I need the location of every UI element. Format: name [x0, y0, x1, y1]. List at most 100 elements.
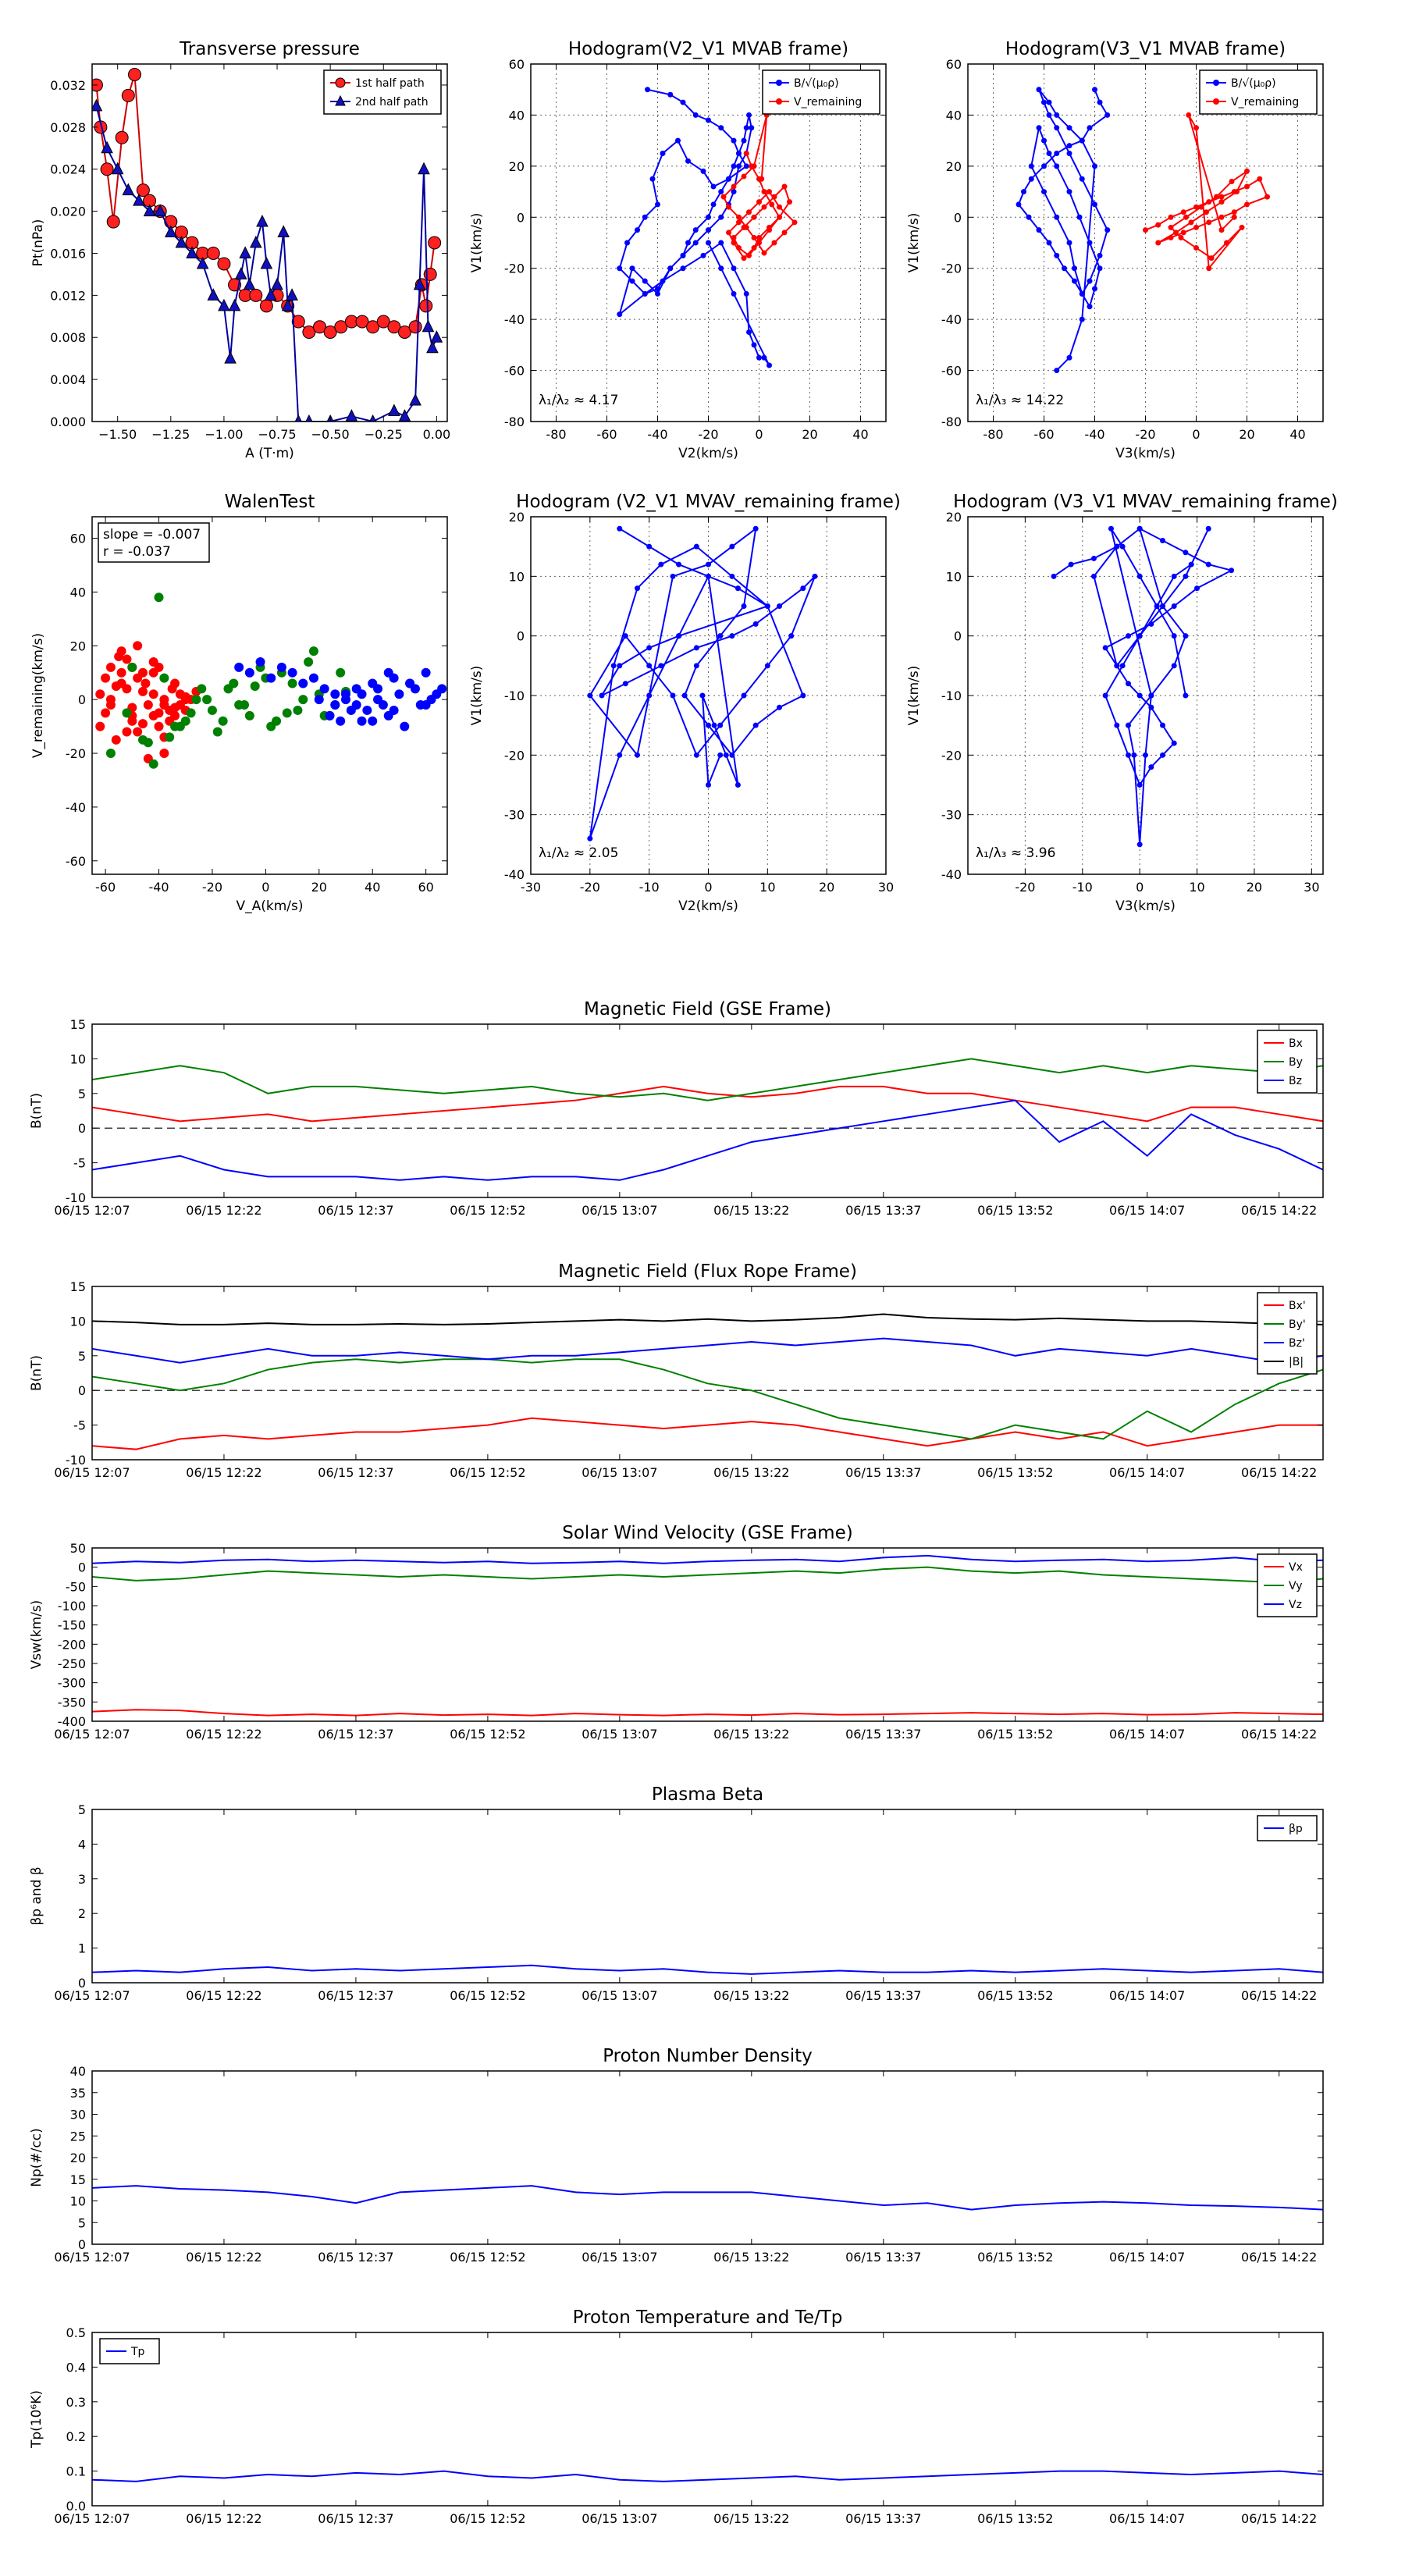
data-point: [1114, 722, 1120, 728]
x-tick-label: 06/15 13:22: [713, 1203, 789, 1218]
data-point: [743, 224, 749, 230]
data-point: [645, 87, 650, 93]
data-point: [746, 252, 752, 258]
series-line-V_remaining: [1145, 114, 1268, 271]
y-tick-label: 5: [78, 1087, 86, 1101]
data-point: [726, 204, 731, 210]
x-tick-label: 06/15 13:52: [977, 1988, 1053, 2003]
data-point: [1160, 722, 1166, 728]
y-tick-label: -150: [58, 1618, 86, 1633]
data-point: [202, 695, 212, 705]
data-point: [617, 663, 623, 669]
x-tick-label: 20: [1239, 427, 1254, 442]
data-point: [432, 689, 442, 699]
y-tick-label: 10: [70, 1314, 86, 1329]
data-point: [681, 692, 688, 699]
y-tick-label: -60: [504, 364, 525, 379]
x-tick-label: −0.75: [258, 427, 297, 442]
data-point: [345, 409, 358, 422]
legend-entry: B/√(μ₀ρ): [794, 77, 839, 90]
data-point: [282, 708, 292, 718]
y-tick-label: 20: [946, 510, 962, 525]
data-point: [398, 326, 412, 339]
data-point: [1066, 189, 1072, 195]
y-tick-label: 20: [946, 159, 962, 174]
data-point: [421, 667, 431, 678]
data-point: [1171, 603, 1177, 609]
x-tick-label: 06/15 13:22: [713, 1465, 789, 1480]
chart-title: Hodogram(V3_V1 MVAB frame): [1005, 39, 1286, 59]
x-tick-label: 0: [1136, 880, 1144, 895]
y-tick-label: 10: [946, 569, 962, 584]
x-tick-label: 06/15 12:22: [186, 1988, 261, 2003]
y-tick-label: 10: [70, 1051, 86, 1066]
x-tick-label: -60: [596, 427, 617, 442]
data-point: [1148, 704, 1154, 710]
data-point: [717, 752, 724, 758]
data-point: [1076, 214, 1083, 220]
data-point: [743, 151, 749, 156]
data-point: [622, 681, 628, 687]
data-point: [756, 354, 762, 361]
data-point: [752, 525, 759, 532]
data-point: [1087, 278, 1093, 284]
y-tick-label: 0: [78, 1383, 86, 1398]
y-tick-label: -300: [58, 1676, 86, 1691]
chart-hodogram-v2v1-mvab: Hodogram(V2_V1 MVAB frame) -80 -60 -40 -20 0 2…: [469, 39, 887, 461]
x-tick-label: -20: [698, 427, 718, 442]
data-point: [1090, 555, 1097, 561]
data-point: [1136, 782, 1143, 788]
data-point: [667, 265, 674, 272]
data-point: [355, 315, 369, 329]
legend-entry: Vx: [1289, 1561, 1303, 1574]
x-tick-label: 40: [365, 880, 380, 895]
data-point: [1168, 224, 1174, 230]
data-point: [148, 689, 158, 699]
data-point: [741, 137, 747, 144]
data-point: [369, 414, 377, 422]
chart-proton-density: Proton Number Density 06/15 12:07 06/15 12…: [29, 2046, 1324, 2265]
data-point: [1171, 740, 1177, 746]
data-point: [240, 700, 249, 710]
data-point: [159, 673, 169, 683]
x-tick-label: 06/15 14:07: [1109, 1203, 1185, 1218]
data-point: [693, 663, 699, 669]
data-point: [1178, 234, 1184, 240]
legend-entry: Vz: [1289, 1599, 1302, 1611]
data-point: [1183, 633, 1189, 639]
data-point: [735, 585, 741, 592]
data-point: [741, 603, 747, 609]
data-point: [1079, 290, 1085, 297]
data-point: [1186, 112, 1192, 118]
data-point: [1180, 209, 1186, 215]
data-point: [154, 708, 164, 718]
data-point: [224, 351, 237, 364]
data-point: [1155, 240, 1161, 246]
data-point: [154, 592, 164, 603]
x-tick-label: 06/15 12:22: [186, 2511, 261, 2526]
x-tick-label: 06/15 12:07: [54, 2250, 130, 2265]
data-point: [313, 320, 327, 334]
y-tick-label: 60: [70, 532, 86, 546]
data-point: [255, 656, 265, 667]
y-tick-label: 0.020: [50, 205, 86, 219]
data-point: [138, 686, 148, 696]
data-point: [680, 252, 686, 258]
data-point: [304, 656, 314, 667]
data-point: [271, 277, 283, 290]
y-tick-label: 10: [70, 2194, 86, 2209]
chart-title: Hodogram(V2_V1 MVAB frame): [568, 39, 848, 59]
y-tick-label: -20: [66, 746, 86, 761]
axes-frame: [91, 1023, 1324, 1198]
y-tick-label: 50: [70, 1541, 86, 1556]
y-tick-label: 0.016: [50, 246, 86, 261]
x-tick-label: 06/15 12:07: [54, 1988, 130, 2003]
legend-entry: |B|: [1289, 1356, 1304, 1368]
data-point: [642, 290, 648, 297]
y-tick-label: 40: [946, 108, 962, 123]
x-tick-label: 0.00: [423, 427, 451, 442]
data-point: [731, 183, 737, 190]
data-point: [308, 673, 318, 683]
y-tick-label: 0.2: [66, 2429, 86, 2444]
data-point: [154, 204, 166, 217]
